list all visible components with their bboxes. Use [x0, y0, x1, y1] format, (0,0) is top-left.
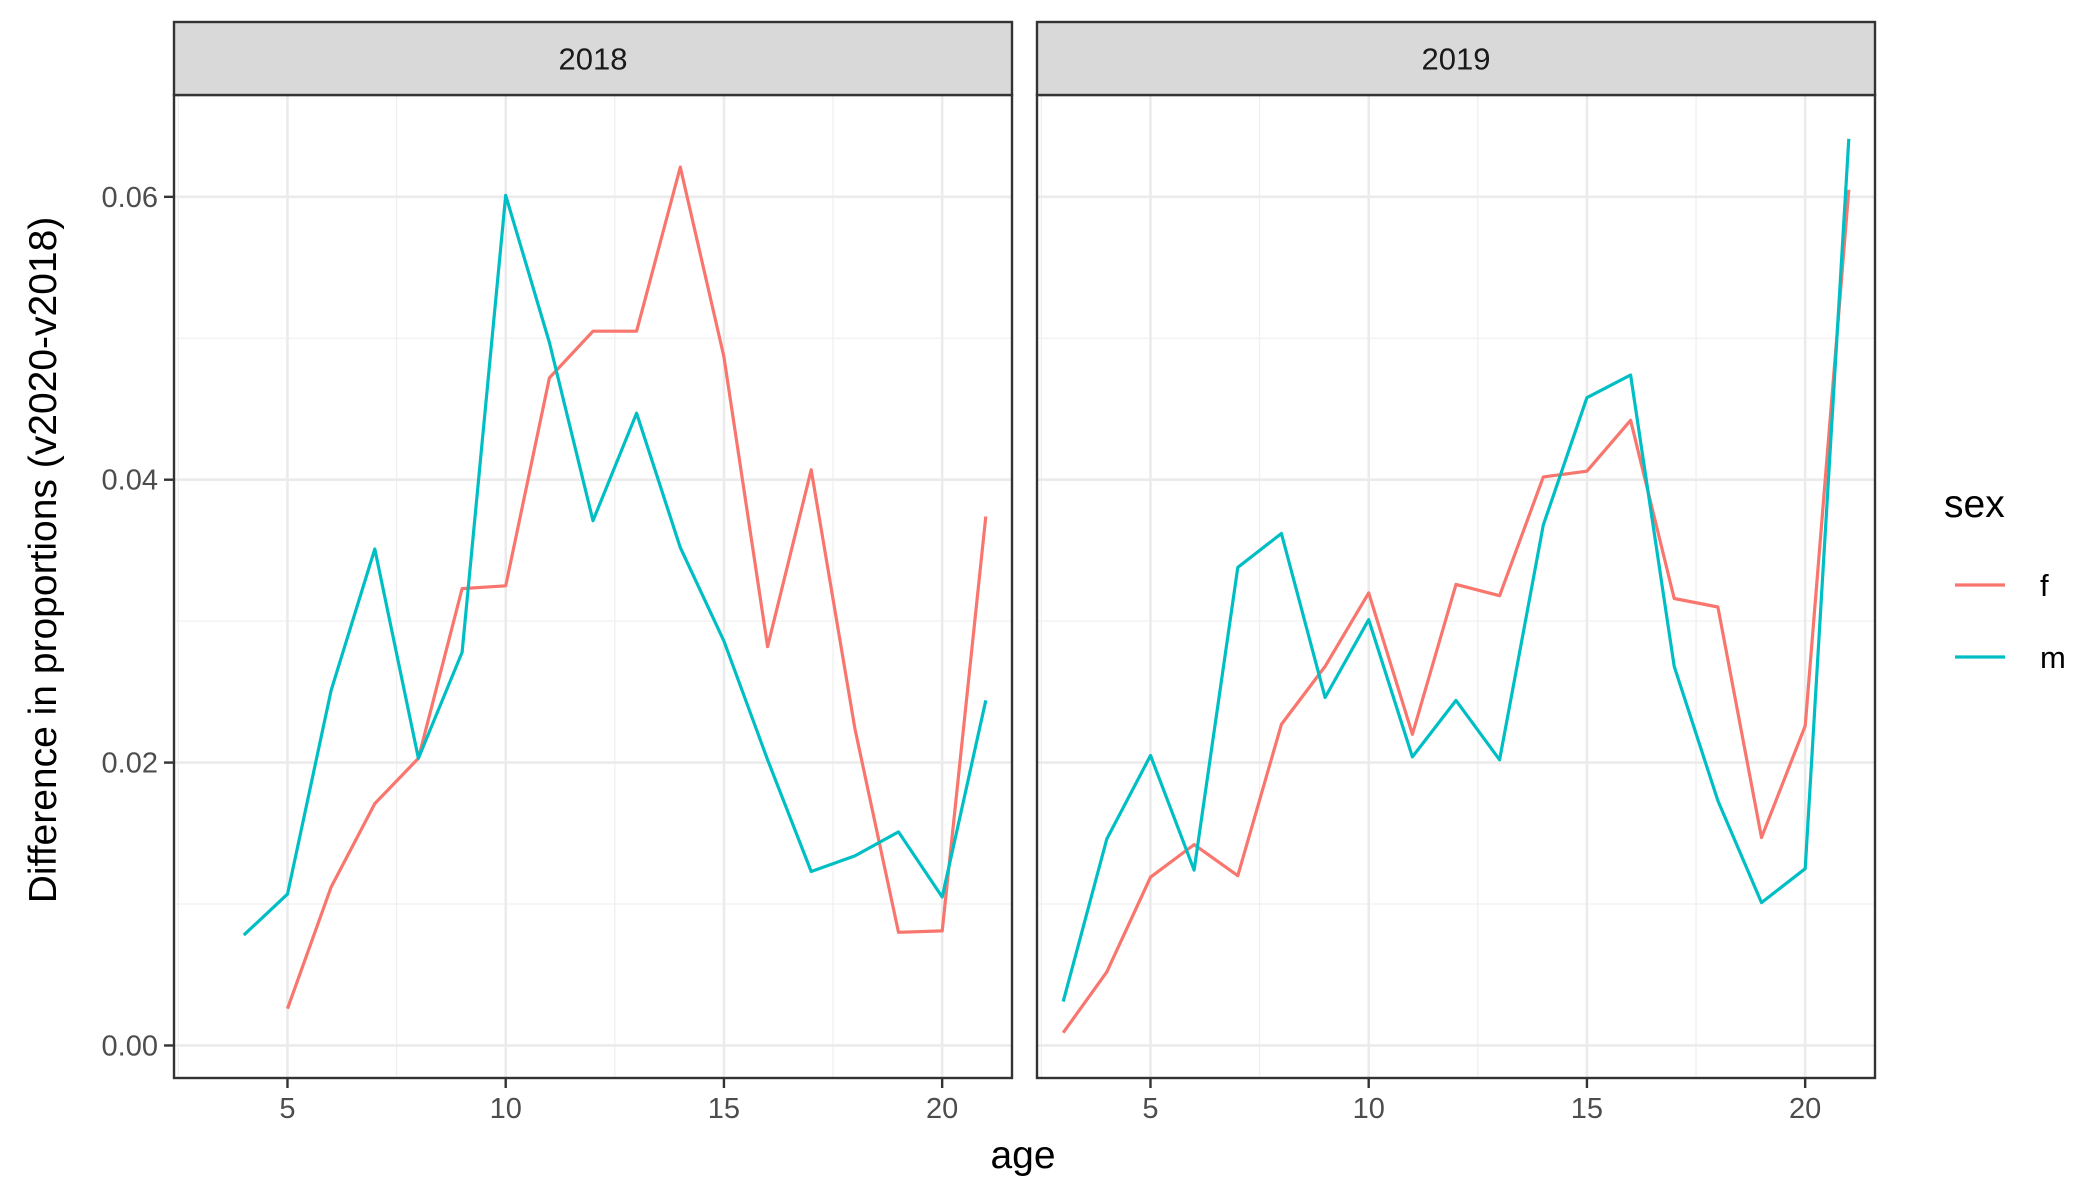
x-tick-label: 5 [279, 1093, 295, 1125]
legend: sex fm [1944, 483, 2066, 675]
x-tick-label: 5 [1142, 1093, 1158, 1125]
x-axis-title: age [990, 1134, 1055, 1177]
panel-background [174, 95, 1012, 1078]
facet-strip [1035, 20, 1877, 97]
y-tick-label: 0.00 [102, 1030, 158, 1062]
x-tick-label: 20 [926, 1093, 958, 1125]
series-line-m [1061, 138, 1851, 1003]
y-axis-title: Difference in proportions (v2020-v2018) [22, 217, 65, 904]
y-tick-label: 0.06 [102, 182, 158, 214]
series-line-m [242, 193, 988, 937]
x-tick-label: 15 [1571, 1093, 1603, 1125]
y-tick-label: 0.04 [102, 465, 158, 497]
legend-items: fm [1955, 568, 2066, 675]
x-tick-label: 20 [1789, 1093, 1821, 1125]
facet-panel-2019: 2019 5 10 15 20 [1035, 20, 1877, 1125]
facet-panel-2018: 2018 5 10 15 20 0.00 0.02 0.04 0.06 [102, 20, 1014, 1125]
x-tick-label: 10 [490, 1093, 522, 1125]
legend-label-f: f [2040, 568, 2049, 603]
legend-item-m: m [1955, 640, 2066, 675]
legend-label-m: m [2040, 640, 2066, 675]
series-line-f [285, 165, 988, 1010]
x-tick-label: 15 [708, 1093, 740, 1125]
x-tick-label: 10 [1353, 1093, 1385, 1125]
facet-strip-label: 2019 [1422, 42, 1491, 77]
facet-strip [172, 20, 1014, 97]
legend-title: sex [1944, 483, 2005, 526]
y-tick-label: 0.02 [102, 748, 158, 780]
series-line-f [1061, 189, 1851, 1034]
facet-panels: 2018 5 10 15 20 0.00 0.02 0.04 0.06 2019 5 10 15 20 [102, 20, 1877, 1125]
legend-item-f: f [1955, 568, 2049, 603]
facet-strip-label: 2018 [559, 42, 628, 77]
